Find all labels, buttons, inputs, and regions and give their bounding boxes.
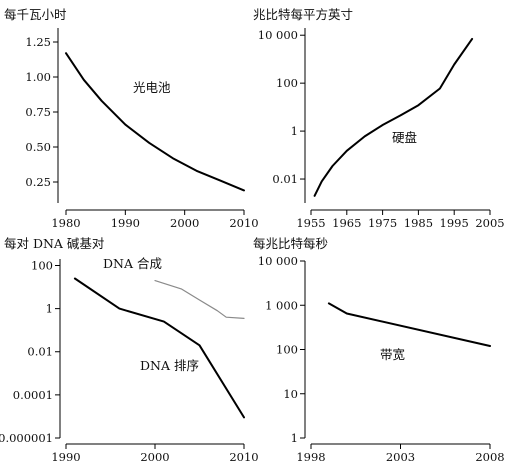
y-tick-label: 0.01: [27, 345, 53, 359]
series-line: [313, 37, 474, 197]
series-line: [73, 277, 245, 419]
series-label-dna-sequencing: DNA 排序: [140, 358, 199, 373]
ylabel-p3: 每兆比特每秒: [253, 236, 328, 251]
x-tick-label: 2000: [140, 450, 169, 464]
x-tick-label: 2008: [475, 450, 504, 464]
x-tick-label: 1995: [440, 216, 469, 230]
ylabel-p0: 每千瓦小时: [4, 7, 67, 22]
panel-hard-disk: 兆比特每平方英寸 0.01 1 100 10 000 1955 1965 1975 1985 1…: [253, 7, 505, 230]
ylabel-p1: 兆比特每平方英寸: [253, 7, 353, 22]
y-tick-label: 100: [276, 76, 298, 90]
x-tick-label: 1980: [51, 216, 80, 230]
panel-bandwidth: 每兆比特每秒 1 10 100 1 000 10 000 1998 2003 2008 带宽: [253, 236, 505, 464]
x-tick-label: 2005: [475, 216, 504, 230]
series-line: [327, 302, 491, 347]
y-tick-label: 0.25: [25, 175, 51, 189]
y-tick-label: 0.0001: [13, 388, 53, 402]
y-tick-label: 10 000: [258, 28, 298, 42]
x-tick-label: 1955: [296, 216, 325, 230]
y-tick-label: 100: [31, 258, 53, 272]
y-tick-label: 1: [291, 124, 298, 138]
y-tick-label: 1: [46, 302, 53, 316]
x-tick-label: 1998: [296, 450, 325, 464]
series-label-photovoltaic: 光电池: [133, 80, 171, 95]
x-tick-label: 2010: [229, 450, 258, 464]
x-tick-label: 1990: [51, 450, 80, 464]
y-tick-label: 1: [291, 431, 298, 445]
series-label-hard-disk: 硬盘: [392, 130, 417, 145]
x-tick-label: 2000: [170, 216, 199, 230]
x-tick-label: 1990: [111, 216, 140, 230]
ylabel-p2: 每对 DNA 碱基对: [4, 236, 104, 251]
series-label-dna-synthesis: DNA 合成: [103, 256, 162, 271]
y-tick-label: 0.75: [25, 105, 51, 119]
y-tick-label: 1.25: [25, 35, 51, 49]
x-tick-label: 2010: [229, 216, 258, 230]
y-tick-label: 0.000001: [0, 431, 53, 445]
x-tick-label: 1975: [368, 216, 397, 230]
y-tick-label: 1 000: [265, 298, 298, 312]
y-tick-label: 100: [276, 343, 298, 357]
y-tick-label: 1.00: [25, 70, 51, 84]
y-tick-label: 10 000: [258, 254, 298, 268]
x-tick-label: 2003: [386, 450, 415, 464]
series-line: [154, 280, 245, 319]
series-line: [65, 52, 245, 192]
series-label-bandwidth: 带宽: [380, 347, 405, 362]
y-tick-label: 10: [283, 387, 298, 401]
y-tick-label: 0.50: [25, 140, 51, 154]
panel-photovoltaic: 每千瓦小时 0.25 0.50 0.75 1.00 1.25 1980 1990 2000 20…: [4, 7, 259, 230]
y-tick-label: 0.01: [272, 172, 298, 186]
x-tick-label: 1965: [332, 216, 361, 230]
panel-dna: 每对 DNA 碱基对 0.000001 0.0001 0.01 1 100 1990 200…: [0, 236, 259, 464]
x-tick-label: 1985: [404, 216, 433, 230]
